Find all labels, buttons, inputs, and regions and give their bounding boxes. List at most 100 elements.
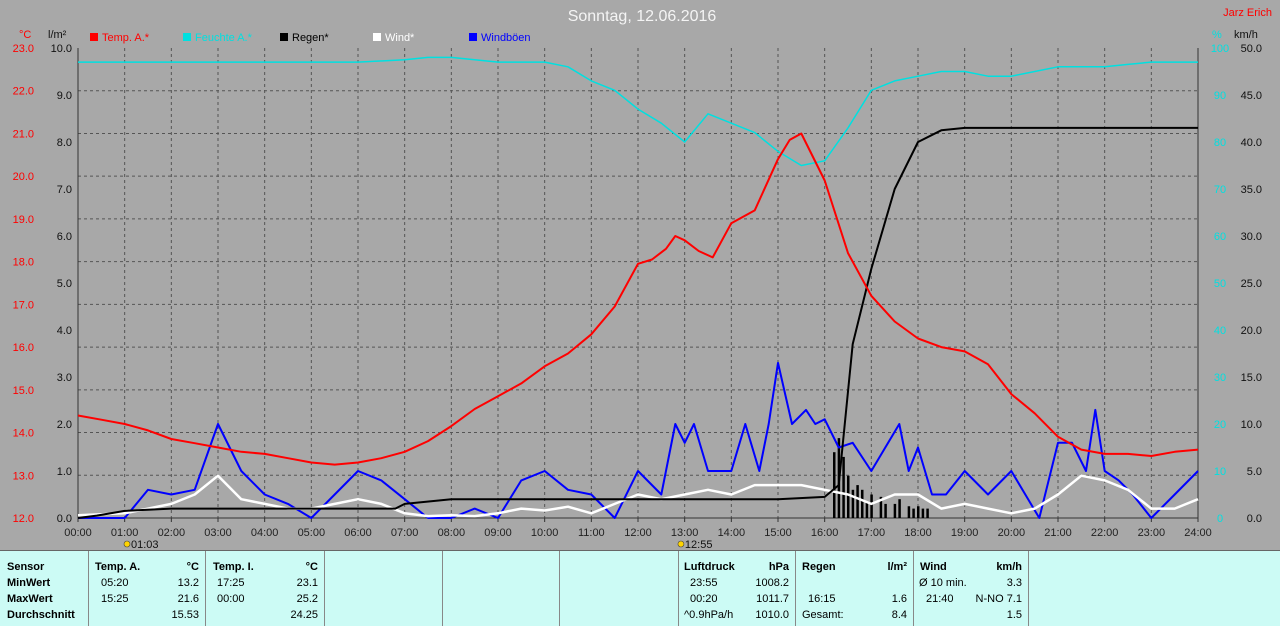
pressure-max-time: 00:20 xyxy=(690,593,718,605)
rain-bar xyxy=(847,475,850,518)
x-tick-label: 15:00 xyxy=(764,527,792,539)
rain-bar xyxy=(879,496,883,518)
sun-marker-icon xyxy=(123,540,131,548)
temp-tick-label: 19.0 xyxy=(13,214,34,226)
temp-i-max-val: 25.2 xyxy=(296,593,318,605)
rain-max-val: 1.6 xyxy=(891,593,907,605)
x-tick-label: 24:00 xyxy=(1184,527,1212,539)
temp-tick-label: 14.0 xyxy=(13,428,34,440)
x-tick-label: 10:00 xyxy=(531,527,559,539)
rain-bar xyxy=(870,494,873,518)
rain-bar xyxy=(893,503,897,518)
avg-label: Durchschnitt xyxy=(7,609,75,621)
x-tick-label: 13:00 xyxy=(671,527,699,539)
temp-a-max-time: 15:25 xyxy=(101,593,129,605)
x-tick-label: 12:00 xyxy=(624,527,652,539)
legend-label: Temp. A.* xyxy=(102,32,150,44)
x-tick-label: 01:00 xyxy=(111,527,139,539)
x-tick-label: 08:00 xyxy=(438,527,466,539)
wind-avg-label: Ø 10 min. xyxy=(919,577,967,589)
chart-title: Sonntag, 12.06.2016 xyxy=(568,8,717,25)
rain-tick-label: 7.0 xyxy=(57,184,72,196)
x-tick-label: 11:00 xyxy=(578,527,605,539)
x-tick-label: 23:00 xyxy=(1138,527,1166,539)
temp-i-header: Temp. I. xyxy=(213,561,254,573)
weather-chart: 00:00 01:00 02:00 03:00 04:00 05:00 06:00 07:00… xyxy=(13,7,1272,550)
rain-bar xyxy=(861,489,864,518)
pressure-unit: hPa xyxy=(768,561,789,573)
wind-tick-label: 35.0 xyxy=(1241,184,1262,196)
temp-a-min-val: 13.2 xyxy=(177,577,199,589)
rain-header: Regen xyxy=(802,561,836,573)
wind-tick-label: 5.0 xyxy=(1247,466,1262,478)
legend-label: Feuchte A.* xyxy=(195,32,253,44)
humidity-tick-label: 0 xyxy=(1217,513,1223,525)
legend-swatch xyxy=(183,33,191,41)
temp-i-min-time: 17:25 xyxy=(217,577,245,589)
rain-max-time: 16:15 xyxy=(808,593,836,605)
sun-marker-icon xyxy=(677,540,685,548)
x-tick-label: 02:00 xyxy=(158,527,186,539)
temp-tick-label: 18.0 xyxy=(13,257,34,269)
rain-bar xyxy=(842,456,845,518)
humidity-tick-label: 30 xyxy=(1214,372,1226,384)
temp-tick-label: 12.0 xyxy=(13,513,34,525)
temp-tick-label: 15.0 xyxy=(13,385,34,397)
humidity-tick-label: 80 xyxy=(1214,137,1226,149)
x-tick-label: 09:00 xyxy=(484,527,512,539)
x-tick-label: 20:00 xyxy=(998,527,1026,539)
min-label: MinWert xyxy=(7,577,51,589)
legend-label: Regen* xyxy=(292,32,329,44)
temp-tick-label: 21.0 xyxy=(13,128,34,140)
rain-tick-label: 0.0 xyxy=(57,513,72,525)
legend-label: Wind* xyxy=(385,32,415,44)
legend-swatch xyxy=(469,33,477,41)
humidity-tick-label: 90 xyxy=(1214,90,1226,102)
temp-tick-label: 23.0 xyxy=(13,43,34,55)
sensor-header: Sensor xyxy=(7,561,45,573)
series-windben-line xyxy=(78,361,1199,519)
temp-tick-label: 16.0 xyxy=(13,342,34,354)
rain-total-val: 8.4 xyxy=(891,609,907,621)
rain-column: Regen l/m² 16:15 1.6 Gesamt: 8.4 xyxy=(796,551,914,626)
wind-tick-label: 45.0 xyxy=(1241,90,1262,102)
rain-bar xyxy=(898,499,901,518)
wind-tick-label: 50.0 xyxy=(1241,43,1262,55)
x-tick-label: 07:00 xyxy=(391,527,419,539)
wind-tick-label: 15.0 xyxy=(1241,372,1262,384)
pressure-min-time: 23:55 xyxy=(690,577,718,589)
x-tick-label: 18:00 xyxy=(904,527,932,539)
humidity-tick-label: 40 xyxy=(1214,325,1226,337)
humidity-tick-label: 100 xyxy=(1211,43,1229,55)
pressure-header: Luftdruck xyxy=(684,561,735,573)
temp-a-header: Temp. A. xyxy=(95,561,141,573)
temp-i-min-val: 23.1 xyxy=(296,577,318,589)
x-tick-label: 05:00 xyxy=(298,527,326,539)
temp-a-min-time: 05:20 xyxy=(101,577,129,589)
x-tick-label: 03:00 xyxy=(204,527,232,539)
rain-tick-label: 5.0 xyxy=(57,278,72,290)
rain-bar xyxy=(851,489,855,518)
temp-a-max-val: 21.6 xyxy=(177,593,199,605)
temp-a-column: Temp. A. °C 05:20 13.2 15:25 21.6 15.53 xyxy=(89,551,206,626)
rain-bar xyxy=(833,452,836,518)
series-feuchtea-line xyxy=(78,56,1198,167)
temp-i-column: Temp. I. °C 17:25 23.1 00:00 25.2 24.25 xyxy=(206,551,325,626)
humidity-tick-label: 50 xyxy=(1214,278,1226,290)
pressure-min-val: 1008.2 xyxy=(755,577,789,589)
temp-a-avg: 15.53 xyxy=(171,609,199,621)
temp-i-avg: 24.25 xyxy=(290,609,318,621)
wind-header: Wind xyxy=(920,561,947,573)
wind-tick-label: 20.0 xyxy=(1241,325,1262,337)
temp-tick-label: 20.0 xyxy=(13,171,34,183)
temp-axis-unit: °C xyxy=(19,29,31,41)
x-tick-label: 19:00 xyxy=(951,527,979,539)
empty-column-2 xyxy=(443,551,560,626)
series-regen-line xyxy=(77,126,1198,519)
temp-a-unit: °C xyxy=(186,561,199,573)
rain-bar xyxy=(926,508,929,518)
x-tick-label: 14:00 xyxy=(718,527,746,539)
rain-tick-label: 10.0 xyxy=(51,43,72,55)
pressure-column: Luftdruck hPa 23:55 1008.2 00:20 1011.7 … xyxy=(679,551,796,626)
rain-tick-label: 4.0 xyxy=(57,325,72,337)
